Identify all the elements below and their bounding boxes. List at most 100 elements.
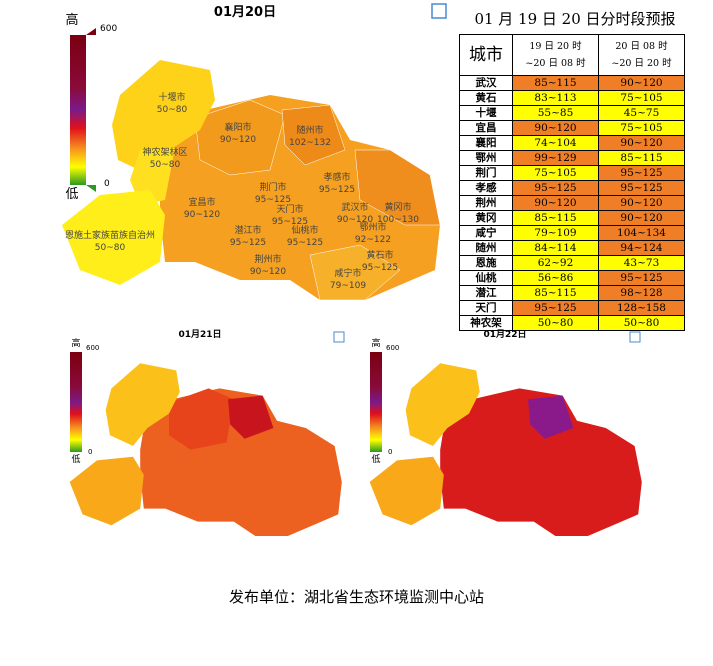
table-row: 黄冈 85~115 90~120 bbox=[459, 210, 685, 226]
region-value: 95~125 bbox=[287, 238, 323, 248]
region-name: 荆州市 bbox=[254, 253, 281, 265]
legend-arrow bbox=[86, 28, 96, 35]
main-map: 01月20日 高 600 低 0 十堰市 50~80 神农架林区 50~80 襄阳市 90… bbox=[62, 3, 447, 301]
region bbox=[62, 190, 165, 285]
table-row: 孝感 95~125 95~125 bbox=[459, 180, 685, 196]
region-name: 咸宁市 bbox=[334, 267, 361, 279]
value-cell: 90~120 bbox=[598, 75, 685, 91]
save-icon[interactable] bbox=[629, 331, 641, 343]
city-cell: 仙桃 bbox=[459, 270, 513, 286]
region-name: 黄石市 bbox=[366, 249, 393, 261]
table-row: 随州 84~114 94~124 bbox=[459, 240, 685, 256]
region-value: 102~132 bbox=[289, 138, 331, 148]
city-cell: 宜昌 bbox=[459, 120, 513, 136]
city-cell: 荆州 bbox=[459, 195, 513, 211]
region-value: 100~130 bbox=[377, 215, 419, 225]
small-map: 01月22日 高 600 低 0 bbox=[369, 329, 642, 536]
small-map: 01月21日 高 600 低 0 bbox=[69, 329, 345, 536]
city-cell: 潜江 bbox=[459, 285, 513, 301]
region-name: 孝感市 bbox=[323, 171, 350, 183]
value-cell: 83~113 bbox=[512, 90, 599, 106]
table-row: 荆门 75~105 95~125 bbox=[459, 165, 685, 181]
map-title: 01月21日 bbox=[178, 329, 221, 340]
value-cell: 84~114 bbox=[512, 240, 599, 256]
legend-label: 低 bbox=[65, 187, 78, 202]
table-title: 01 月 19 日 20 日分时段预报 bbox=[474, 10, 676, 28]
region-value: 95~125 bbox=[255, 195, 291, 205]
value-cell: 85~115 bbox=[598, 150, 685, 166]
value-cell: 95~125 bbox=[512, 180, 599, 196]
city-cell: 恩施 bbox=[459, 255, 513, 271]
value-cell: 98~128 bbox=[598, 285, 685, 301]
value-cell: 56~86 bbox=[512, 270, 599, 286]
city-cell: 随州 bbox=[459, 240, 513, 256]
legend-bar bbox=[70, 352, 82, 452]
save-icon[interactable] bbox=[431, 3, 447, 19]
legend-label: 0 bbox=[88, 448, 92, 456]
region-name: 十堰市 bbox=[158, 91, 185, 103]
region-value: 50~80 bbox=[150, 160, 181, 170]
value-cell: 85~115 bbox=[512, 285, 599, 301]
value-cell: 90~120 bbox=[512, 120, 599, 136]
table-row: 潜江 85~115 98~128 bbox=[459, 285, 685, 301]
legend-label: 高 bbox=[371, 337, 380, 349]
city-cell: 黄冈 bbox=[459, 210, 513, 226]
city-cell: 十堰 bbox=[459, 105, 513, 121]
value-cell: 50~80 bbox=[598, 315, 685, 331]
footer: 发布单位：湖北省生态环境监测中心站 bbox=[228, 588, 484, 606]
city-cell: 天门 bbox=[459, 300, 513, 316]
value-cell: 75~105 bbox=[598, 90, 685, 106]
table-row: 襄阳 74~104 90~120 bbox=[459, 135, 685, 151]
save-icon[interactable] bbox=[333, 331, 345, 343]
header-cell: 19 日 20 时 ~20 日 08 时 bbox=[512, 34, 599, 76]
table-row: 仙桃 56~86 95~125 bbox=[459, 270, 685, 286]
header-cell: 城市 bbox=[459, 34, 513, 76]
table-row: 神农架 50~80 50~80 bbox=[459, 315, 685, 331]
legend-bar bbox=[370, 352, 382, 452]
table-row: 天门 95~125 128~158 bbox=[459, 300, 685, 316]
table-row: 十堰 55~85 45~75 bbox=[459, 105, 685, 121]
table-row: 武汉 85~115 90~120 bbox=[459, 75, 685, 91]
region bbox=[194, 99, 286, 176]
value-cell: 90~120 bbox=[598, 195, 685, 211]
region bbox=[354, 149, 441, 226]
city-cell: 黄石 bbox=[459, 90, 513, 106]
region bbox=[281, 104, 346, 166]
table-row: 鄂州 99~129 85~115 bbox=[459, 150, 685, 166]
region bbox=[112, 60, 215, 175]
region-value: 95~125 bbox=[230, 238, 266, 248]
table-row: 咸宁 79~109 104~134 bbox=[459, 225, 685, 241]
table-row: 恩施 62~92 43~73 bbox=[459, 255, 685, 271]
region-value: 95~125 bbox=[362, 263, 398, 273]
value-cell: 95~125 bbox=[598, 165, 685, 181]
value-cell: 94~124 bbox=[598, 240, 685, 256]
legend-label: 600 bbox=[86, 344, 99, 352]
region-value: 90~120 bbox=[220, 135, 256, 145]
region-name: 黄冈市 bbox=[384, 201, 411, 213]
value-cell: 95~125 bbox=[512, 300, 599, 316]
value-cell: 95~125 bbox=[598, 270, 685, 286]
value-cell: 75~105 bbox=[512, 165, 599, 181]
value-cell: 74~104 bbox=[512, 135, 599, 151]
value-cell: 75~105 bbox=[598, 120, 685, 136]
region-name: 武汉市 bbox=[341, 201, 368, 213]
city-cell: 孝感 bbox=[459, 180, 513, 196]
legend-label: 低 bbox=[371, 453, 380, 465]
city-cell: 神农架 bbox=[459, 315, 513, 331]
region-value: 50~80 bbox=[95, 243, 126, 253]
region-value: 95~125 bbox=[319, 185, 355, 195]
region-name: 鄂州市 bbox=[359, 221, 386, 233]
legend-label: 0 bbox=[104, 179, 110, 189]
value-cell: 79~109 bbox=[512, 225, 599, 241]
value-cell: 95~125 bbox=[598, 180, 685, 196]
city-cell: 襄阳 bbox=[459, 135, 513, 151]
legend-label: 600 bbox=[100, 24, 117, 34]
legend-label: 600 bbox=[386, 344, 399, 352]
region-name: 天门市 bbox=[276, 203, 303, 215]
value-cell: 62~92 bbox=[512, 255, 599, 271]
city-cell: 咸宁 bbox=[459, 225, 513, 241]
region-value: 92~122 bbox=[355, 235, 391, 245]
region-name: 荆门市 bbox=[259, 181, 286, 193]
region bbox=[130, 148, 175, 205]
